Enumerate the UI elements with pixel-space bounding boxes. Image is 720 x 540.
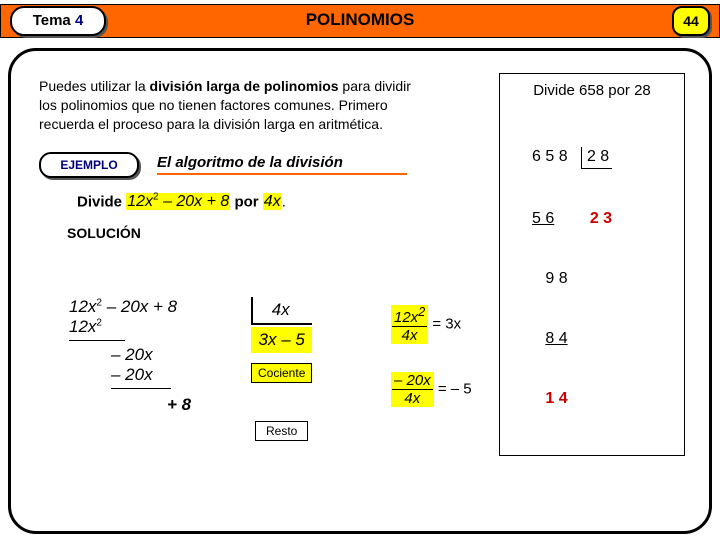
page-number-badge: 44 xyxy=(672,6,710,36)
ejemplo-badge: EJEMPLO xyxy=(39,152,139,178)
arith-title: Divide 658 por 28 xyxy=(508,82,676,99)
f1d: 4x xyxy=(392,327,427,344)
cociente-label: Cociente xyxy=(251,363,312,383)
content-frame: Puedes utilizar la división larga de pol… xyxy=(8,48,712,534)
fraction-explain: 12x24x = 3x – 20x4x = – 5 xyxy=(391,305,472,435)
f2d: 4x xyxy=(392,390,433,407)
frac-line-2: – 20x4x = – 5 xyxy=(391,372,472,407)
divide-expr: 12x2 – 20x + 8 xyxy=(126,193,230,210)
f1n: 12x xyxy=(394,309,418,326)
w-r4: – 20x xyxy=(111,365,153,384)
w-r3: – 20x xyxy=(111,345,153,364)
a-q: 2 3 xyxy=(590,210,612,227)
w-r2a: 12x xyxy=(69,317,96,336)
divisor-block: 4x 3x – 5 Cociente Resto xyxy=(251,297,312,441)
ejemplo-title: El algoritmo de la división xyxy=(157,154,407,175)
divisor-value: 4x xyxy=(251,297,312,325)
quotient-value: 3x – 5 xyxy=(251,327,312,353)
arithmetic-box: Divide 658 por 28 6 5 8 2 8 5 6 2 3 9 8 … xyxy=(499,73,685,456)
frac-eq1: = 3x xyxy=(432,315,461,332)
f2n: – 20x xyxy=(392,372,433,390)
frac-eq2: = – 5 xyxy=(438,380,472,397)
w-r1b: – 20x + 8 xyxy=(102,297,177,316)
arith-work: 6 5 8 2 8 5 6 2 3 9 8 8 4 1 4 xyxy=(532,107,700,449)
tema-number: 4 xyxy=(75,12,83,29)
divide-divisor: 4x xyxy=(263,193,282,210)
a-dividend: 6 5 8 xyxy=(532,148,568,165)
w-r5: + 8 xyxy=(167,395,191,414)
longdiv-work: 12x2 – 20x + 8 12x2 – 20x – 20x + 8 xyxy=(69,297,191,415)
divide-dot: . xyxy=(282,193,286,210)
resto-label: Resto xyxy=(255,421,308,441)
w-u2 xyxy=(111,388,171,389)
w-r1a: 12x xyxy=(69,297,96,316)
f1s: 2 xyxy=(418,305,425,319)
tema-label: Tema xyxy=(33,12,71,29)
intro-pre: Puedes utilizar la xyxy=(39,78,150,94)
frac-line-1: 12x2 4x = 3x xyxy=(391,305,472,344)
divide-por: por xyxy=(230,193,263,210)
a-s2: 9 8 xyxy=(545,270,567,287)
intro-text: Puedes utilizar la división larga de pol… xyxy=(39,77,419,134)
a-s3: 8 4 xyxy=(545,330,567,347)
a-s1: 5 6 xyxy=(532,210,554,227)
divide-word: Divide xyxy=(77,193,126,210)
tema-badge: Tema 4 xyxy=(10,6,106,36)
a-rem: 1 4 xyxy=(545,390,567,407)
w-r2s: 2 xyxy=(96,318,102,329)
a-divisor: 2 8 xyxy=(581,147,612,169)
page-title: POLINOMIOS xyxy=(0,10,720,30)
intro-bold: división larga de polinomios xyxy=(150,78,339,94)
w-u1 xyxy=(69,340,125,341)
